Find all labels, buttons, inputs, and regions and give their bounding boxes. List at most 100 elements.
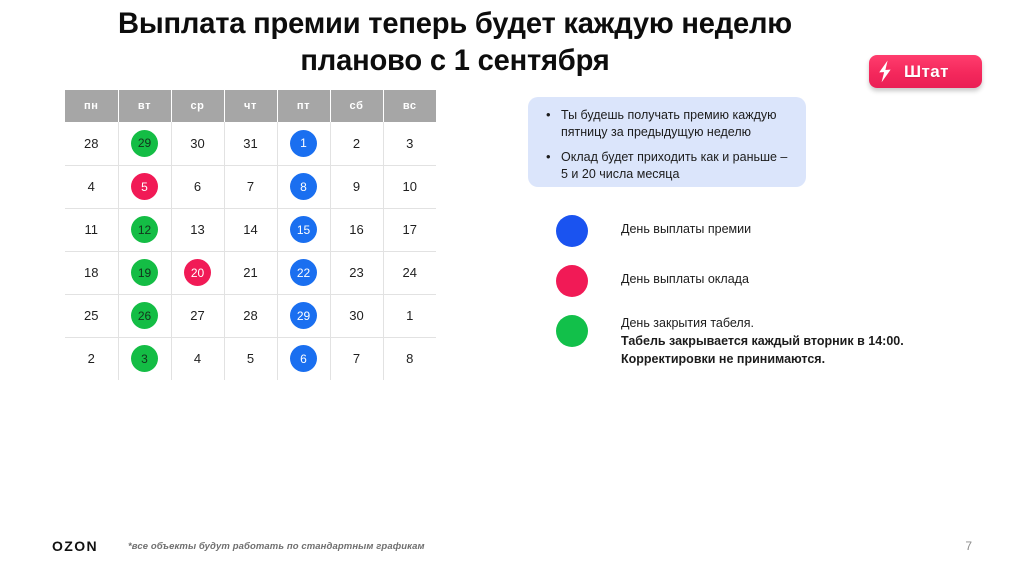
day-marker-blue-icon: 22 (290, 259, 317, 286)
legend-item-label: День выплаты премии (621, 214, 751, 238)
calendar-day[interactable]: 30 (330, 294, 384, 338)
day-marker-blue-icon: 15 (290, 216, 317, 243)
legend-swatch-red-icon (556, 265, 588, 297)
calendar-day[interactable]: 21 (224, 251, 278, 295)
calendar-day[interactable]: 2 (330, 122, 384, 166)
calendar-week-row: 11 12 13 14 15 16 17 (65, 208, 436, 252)
calendar-day[interactable]: 7 (330, 337, 384, 380)
day-marker-green-icon: 19 (131, 259, 158, 286)
calendar-day[interactable]: 14 (224, 208, 278, 252)
weekday-header-mon: пн (65, 90, 119, 122)
calendar-day-marked-green[interactable]: 26 (118, 294, 172, 338)
calendar-day[interactable]: 4 (171, 337, 225, 380)
page-title-line-1: Выплата премии теперь будет каждую недел… (118, 7, 792, 40)
weekday-header-tue: вт (118, 90, 172, 122)
day-marker-blue-icon: 1 (290, 129, 317, 157)
calendar-week-row: 18 19 20 21 22 23 24 (65, 251, 436, 295)
weekday-header-sat: сб (330, 90, 384, 122)
calendar-day[interactable]: 13 (171, 208, 225, 252)
calendar-day-marked-green[interactable]: 19 (118, 251, 172, 295)
calendar-day[interactable]: 27 (171, 294, 225, 338)
calendar-day-marked-blue[interactable]: 29 (277, 294, 331, 338)
calendar-day[interactable]: 30 (171, 122, 225, 166)
calendar-header-row: пн вт ср чт пт сб вс (65, 90, 436, 122)
legend-line: День выплаты оклада (621, 272, 749, 286)
calendar-day[interactable]: 9 (330, 165, 384, 209)
calendar-day[interactable]: 16 (330, 208, 384, 252)
calendar-day-marked-blue[interactable]: 22 (277, 251, 331, 295)
legend-item-label: День закрытия табеля. Табель закрывается … (621, 314, 904, 368)
legend-swatch-green-icon (556, 315, 588, 347)
calendar-day[interactable]: 1 (383, 294, 436, 338)
page-title-line-2: планово с 1 сентября (300, 43, 610, 77)
calendar-day[interactable]: 4 (65, 165, 119, 209)
weekday-header-fri: пт (277, 90, 331, 122)
legend-item-label: День выплаты оклада (621, 264, 749, 288)
calendar-week-row: 25 26 27 28 29 30 1 (65, 294, 436, 338)
calendar-body: 28 29 30 31 1 2 3 4 5 6 7 8 9 10 11 12 13 14 15 16 17 18 19 20 2… (65, 122, 436, 380)
calendar-day-marked-red[interactable]: 5 (118, 165, 172, 209)
legend-item-red: День выплаты оклада (556, 264, 956, 297)
day-marker-red-icon: 20 (184, 259, 211, 286)
callout-bullet-1: Ты будешь получать премию каждую пятницу… (542, 106, 792, 140)
day-marker-red-icon: 5 (131, 173, 158, 200)
calendar-day-marked-green[interactable]: 12 (118, 208, 172, 252)
calendar-week-row: 4 5 6 7 8 9 10 (65, 165, 436, 209)
calendar-week-row: 28 29 30 31 1 2 3 (65, 122, 436, 166)
legend-item-blue: День выплаты премии (556, 214, 956, 247)
legend-line: День закрытия табеля. (621, 316, 754, 330)
weekday-header-thu: чт (224, 90, 278, 122)
calendar-day[interactable]: 25 (65, 294, 119, 338)
day-marker-green-icon: 3 (131, 345, 158, 373)
calendar-table: пн вт ср чт пт сб вс 28 29 30 31 1 2 3 4 5 6 7 8 9 10… (65, 90, 436, 380)
calendar-day[interactable]: 2 (65, 337, 119, 380)
legend-item-green: День закрытия табеля. Табель закрывается … (556, 314, 956, 368)
weekday-header-sun: вс (383, 90, 436, 122)
calendar-day[interactable]: 23 (330, 251, 384, 295)
calendar-day[interactable]: 28 (224, 294, 278, 338)
page-number: 7 (965, 539, 972, 553)
calendar-day-marked-blue[interactable]: 6 (277, 337, 331, 380)
calendar-day[interactable]: 6 (171, 165, 225, 209)
calendar-day-marked-red[interactable]: 20 (171, 251, 225, 295)
calendar-day[interactable]: 18 (65, 251, 119, 295)
calendar-day[interactable]: 7 (224, 165, 278, 209)
calendar-day[interactable]: 11 (65, 208, 119, 252)
calendar-day-marked-blue[interactable]: 15 (277, 208, 331, 252)
calendar-day[interactable]: 8 (406, 351, 414, 367)
calendar-day-marked-blue[interactable]: 1 (277, 122, 331, 166)
calendar-day[interactable]: 17 (383, 208, 436, 252)
legend-line: День выплаты премии (621, 222, 752, 236)
calendar-day[interactable]: 24 (383, 251, 436, 295)
calendar-day-marked-green[interactable]: 29 (118, 122, 172, 166)
legend-line: Корректировки не принимаются. (621, 352, 826, 367)
weekday-header-wed: ср (171, 90, 225, 122)
lightning-bolt-icon (879, 60, 891, 83)
calendar-day[interactable]: 5 (224, 337, 278, 380)
callout-bullet-list: Ты будешь получать премию каждую пятницу… (542, 106, 792, 183)
day-marker-green-icon: 29 (131, 129, 158, 157)
day-marker-green-icon: 12 (131, 216, 158, 243)
day-marker-blue-icon: 6 (290, 345, 317, 373)
day-marker-green-icon: 26 (131, 302, 158, 329)
calendar-day-marked-blue[interactable]: 8 (277, 165, 331, 209)
day-marker-blue-icon: 29 (290, 302, 317, 329)
calendar-day[interactable]: 10 (383, 165, 436, 209)
legend-swatch-blue-icon (556, 215, 588, 247)
footer-note: *все объекты будут работать по стандартн… (128, 541, 425, 552)
legend: День выплаты премии День выплаты оклада Де… (556, 214, 956, 368)
calendar-day[interactable]: 31 (224, 122, 278, 166)
calendar-day[interactable]: 28 (65, 122, 119, 166)
day-marker-blue-icon: 8 (290, 173, 317, 200)
calendar-day-marked-green[interactable]: 3 (118, 337, 172, 380)
page-title: Выплата премии теперь будет каждую недел… (55, 6, 855, 80)
legend-line: Табель закрывается каждый вторник в 14:0… (621, 334, 904, 349)
calendar-day[interactable]: 3 (383, 122, 436, 166)
callout-bullet-2: Оклад будет приходить как и раньше – 5 и… (542, 148, 792, 182)
ozon-logo: OZON (52, 538, 99, 554)
shtat-badge[interactable]: Штат (869, 55, 982, 88)
info-callout: Ты будешь получать премию каждую пятницу… (528, 97, 806, 187)
shtat-badge-label: Штат (904, 61, 949, 81)
